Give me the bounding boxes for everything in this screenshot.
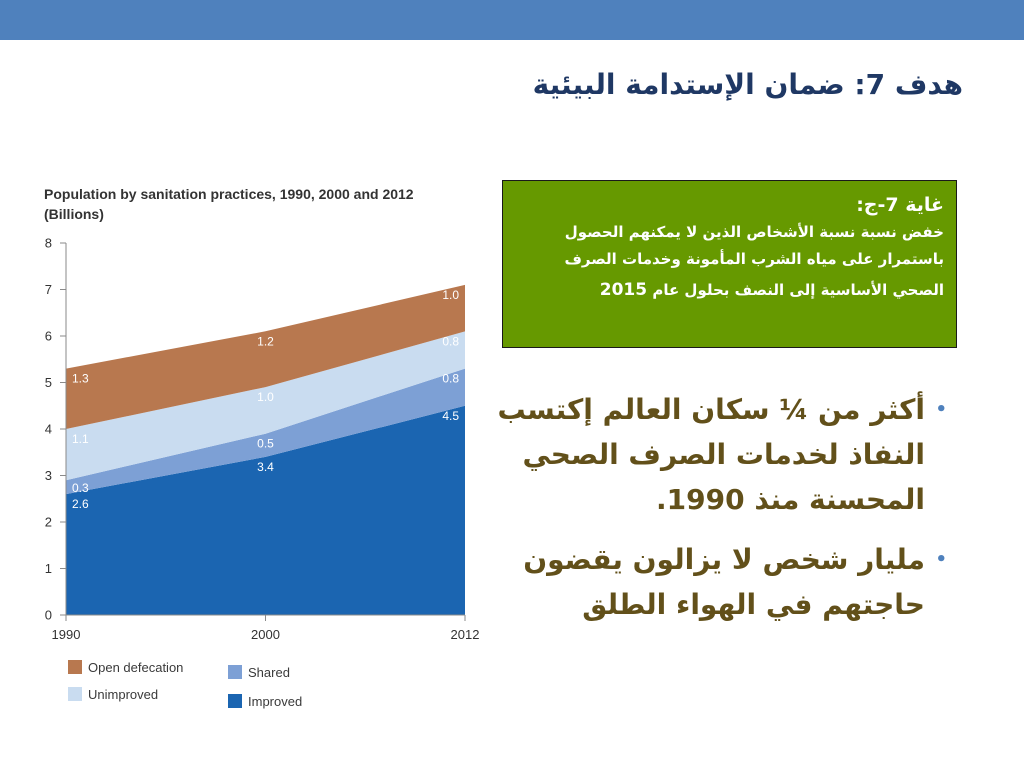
bullet-item: • أكثر من ¼ سكان العالم إكتسب النفاذ لخد…	[497, 387, 947, 522]
legend-label: Shared	[248, 664, 290, 680]
data-label-shared-2000: 0.5	[257, 437, 274, 451]
target-heading: غاية 7-ج:	[856, 194, 944, 216]
data-label-unimproved-2012: 0.8	[442, 334, 459, 348]
legend-swatch-improved	[228, 694, 242, 708]
area-improved	[66, 405, 465, 615]
legend-swatch-open-defecation	[68, 660, 82, 674]
y-tick-label: 5	[45, 375, 52, 390]
data-label-improved-2012: 4.5	[442, 409, 459, 423]
legend-label: Unimproved	[88, 686, 159, 702]
bullet-line: النفاذ لخدمات الصرف الصحي	[522, 438, 925, 471]
data-label-open-defecation-2012: 1.0	[442, 288, 459, 302]
y-tick-label: 1	[45, 561, 52, 576]
slide-title: هدف 7: ضمان الإستدامة البيئية	[532, 68, 963, 101]
bullet-marker: •	[935, 399, 947, 420]
legend-label: Open defecation	[88, 659, 184, 675]
stacked-areas	[66, 284, 465, 615]
top-bar	[0, 0, 1024, 40]
target-line: باستمرار على مياه الشرب المأمونة وخدمات …	[564, 250, 944, 268]
legend-swatch-unimproved	[68, 687, 82, 701]
bullet-line: حاجتهم في الهواء الطلق	[582, 588, 925, 621]
bullet-marker: •	[935, 549, 947, 570]
bullet-line: مليار شخص لا يزالون يقضون	[523, 543, 925, 576]
y-tick-label: 3	[45, 468, 52, 483]
bullet-item: • مليار شخص لا يزالون يقضون حاجتهم في ال…	[497, 537, 947, 627]
chart-title: Population by sanitation practices, 1990…	[44, 186, 414, 202]
target-last-line-text: الصحي الأساسية إلى النصف بحلول عام	[652, 281, 944, 299]
target-line: خفض نسبة نسبة الأشخاص الذين لا يمكنهم ال…	[564, 223, 944, 241]
target-box: غاية 7-ج: خفض نسبة نسبة الأشخاص الذين لا…	[502, 180, 957, 348]
y-tick-label: 0	[45, 608, 52, 623]
data-label-open-defecation-1990: 1.3	[72, 372, 89, 386]
chart-subtitle: (Billions)	[44, 206, 104, 222]
legend-item-shared: Shared	[228, 664, 290, 680]
legend-item-improved: Improved	[228, 693, 302, 709]
area-shared	[66, 368, 465, 495]
y-tick-label: 4	[45, 422, 52, 437]
x-tick-label: 2012	[451, 627, 480, 642]
y-axis: 0 1 2 3 4 5 6 7 8	[45, 236, 67, 623]
bullet-list: • أكثر من ¼ سكان العالم إكتسب النفاذ لخد…	[497, 387, 947, 627]
data-label-improved-2000: 3.4	[257, 460, 274, 474]
data-label-open-defecation-2000: 1.2	[257, 334, 274, 348]
legend-label: Improved	[248, 693, 303, 709]
data-label-unimproved-2000: 1.0	[257, 390, 274, 404]
x-tick-label: 2000	[251, 627, 280, 642]
area-open-defecation	[66, 284, 465, 429]
target-last-line: الصحي الأساسية إلى النصف بحلول عام 2015	[515, 273, 944, 307]
y-tick-label: 6	[45, 329, 52, 344]
legend-swatch-shared	[228, 665, 242, 679]
data-label-shared-1990: 0.3	[72, 481, 89, 495]
bullet-line: أكثر من ¼ سكان العالم إكتسب	[497, 393, 925, 426]
chart-title-block: Population by sanitation practices, 1990…	[44, 184, 414, 224]
target-year: 2015	[599, 280, 648, 300]
area-unimproved	[66, 331, 465, 481]
data-labels: 2.6 3.4 4.5 0.3 0.5 0.8 1.1 1.0 0.8 1.3 1.2 1.0	[72, 288, 459, 511]
data-label-improved-1990: 2.6	[72, 497, 89, 511]
data-label-unimproved-1990: 1.1	[72, 432, 89, 446]
x-tick-label: 1990	[52, 627, 81, 642]
y-tick-label: 8	[45, 236, 52, 251]
legend-item-open-defecation: Open defecation	[68, 659, 183, 675]
y-tick-label: 2	[45, 515, 52, 530]
bullet-line: المحسنة منذ 1990.	[656, 483, 925, 516]
data-label-shared-2012: 0.8	[442, 372, 459, 386]
legend-item-unimproved: Unimproved	[68, 686, 158, 702]
y-tick-label: 7	[45, 282, 52, 297]
x-axis: 1990 2000 2012	[52, 614, 480, 642]
stacked-area-chart: 2.6 3.4 4.5 0.3 0.5 0.8 1.1 1.0 0.8 1.3 1.2 1.0 0 1 2 3…	[45, 236, 480, 643]
